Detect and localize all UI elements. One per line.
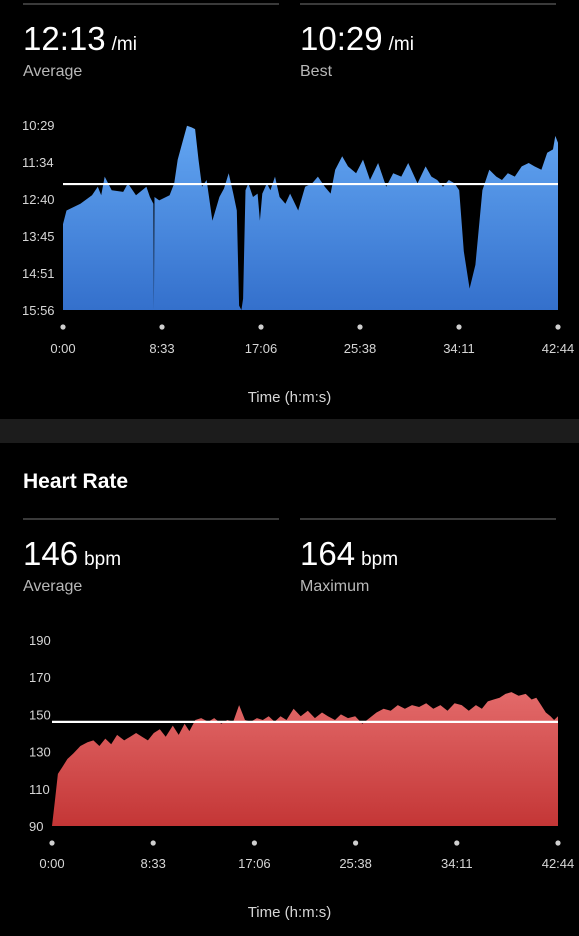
heart_rate-area-series	[52, 692, 558, 826]
x-tick-dot	[49, 840, 55, 846]
max-hr-divider	[300, 518, 556, 520]
x-tick-dot	[555, 840, 561, 846]
x-tick-label: 8:33	[149, 341, 174, 356]
x-tick-dot	[251, 840, 257, 846]
max-hr-stat: 164 bpm	[300, 537, 398, 570]
x-tick-label: 42:44	[542, 856, 575, 871]
y-tick-label: 11:34	[22, 155, 54, 170]
x-tick-dot	[454, 840, 460, 846]
heart-rate-title: Heart Rate	[23, 470, 129, 493]
y-tick-label: 110	[29, 782, 50, 797]
best-pace-label: Best	[300, 63, 333, 80]
heart-rate-chart[interactable]: 90 110 130 150 170 190 0:00 8:33 17:06 25:38 34:11…	[0, 626, 579, 876]
pace-chart[interactable]: 10:29 11:34 12:40 13:45 14:51 15:56 0:00 8:33 17…	[0, 110, 579, 356]
x-tick-label: 42:44	[542, 341, 575, 356]
x-tick-dot	[357, 324, 363, 330]
x-tick-dot	[150, 840, 156, 846]
max-hr-value: 164	[300, 535, 356, 572]
x-tick-label: 34:11	[443, 341, 475, 356]
average-pace-stat: 12:13/mi	[23, 22, 137, 55]
average-hr-stat: 146 bpm	[23, 537, 121, 570]
y-tick-label: 170	[29, 670, 51, 685]
pace-section: 12:13/mi Average 10:29/mi Best 10:29 11:3…	[0, 0, 579, 419]
x-tick-label: 25:38	[344, 341, 377, 356]
x-tick-dot	[555, 324, 561, 330]
x-tick-label: 8:33	[141, 856, 166, 871]
y-tick-label: 15:56	[22, 303, 55, 318]
y-tick-label: 14:51	[22, 266, 55, 281]
max-hr-label: Maximum	[300, 578, 370, 595]
average-hr-value: 146	[23, 535, 79, 572]
max-hr-unit: bpm	[361, 549, 399, 570]
average-hr-divider	[23, 518, 279, 520]
section-divider	[0, 419, 579, 443]
heart-rate-x-axis-title: Time (h:m:s)	[247, 904, 332, 921]
y-tick-label: 150	[29, 707, 51, 722]
y-tick-label: 13:45	[22, 229, 55, 244]
best-pace-unit: /mi	[388, 34, 414, 55]
best-pace-value: 10:29	[300, 20, 383, 57]
best-pace-stat: 10:29/mi	[300, 22, 414, 55]
x-tick-label: 25:38	[339, 856, 372, 871]
pace-x-axis-title: Time (h:m:s)	[247, 389, 332, 406]
x-tick-label: 17:06	[245, 341, 278, 356]
x-tick-dot	[353, 840, 359, 846]
x-tick-dot	[258, 324, 264, 330]
best-pace-divider	[300, 3, 556, 5]
y-tick-label: 12:40	[22, 192, 55, 207]
x-tick-label: 34:11	[441, 856, 473, 871]
y-tick-label: 90	[29, 819, 43, 834]
x-tick-dot	[60, 324, 66, 330]
x-tick-label: 0:00	[50, 341, 75, 356]
average-pace-unit: /mi	[111, 34, 137, 55]
x-tick-dot	[159, 324, 165, 330]
average-pace-value: 12:13	[23, 20, 106, 57]
y-tick-label: 130	[29, 745, 51, 760]
x-tick-label: 17:06	[238, 856, 271, 871]
x-tick-label: 0:00	[39, 856, 64, 871]
average-pace-divider	[23, 3, 279, 5]
x-tick-dot	[456, 324, 462, 330]
average-pace-label: Average	[23, 63, 83, 80]
pace-area-series	[63, 125, 558, 310]
average-hr-label: Average	[23, 578, 83, 595]
heart-rate-section: Heart Rate 146 bpm Average 164 bpm Maximum…	[0, 443, 579, 936]
y-tick-label: 10:29	[22, 118, 55, 133]
average-hr-unit: bpm	[84, 549, 122, 570]
y-tick-label: 190	[29, 633, 51, 648]
